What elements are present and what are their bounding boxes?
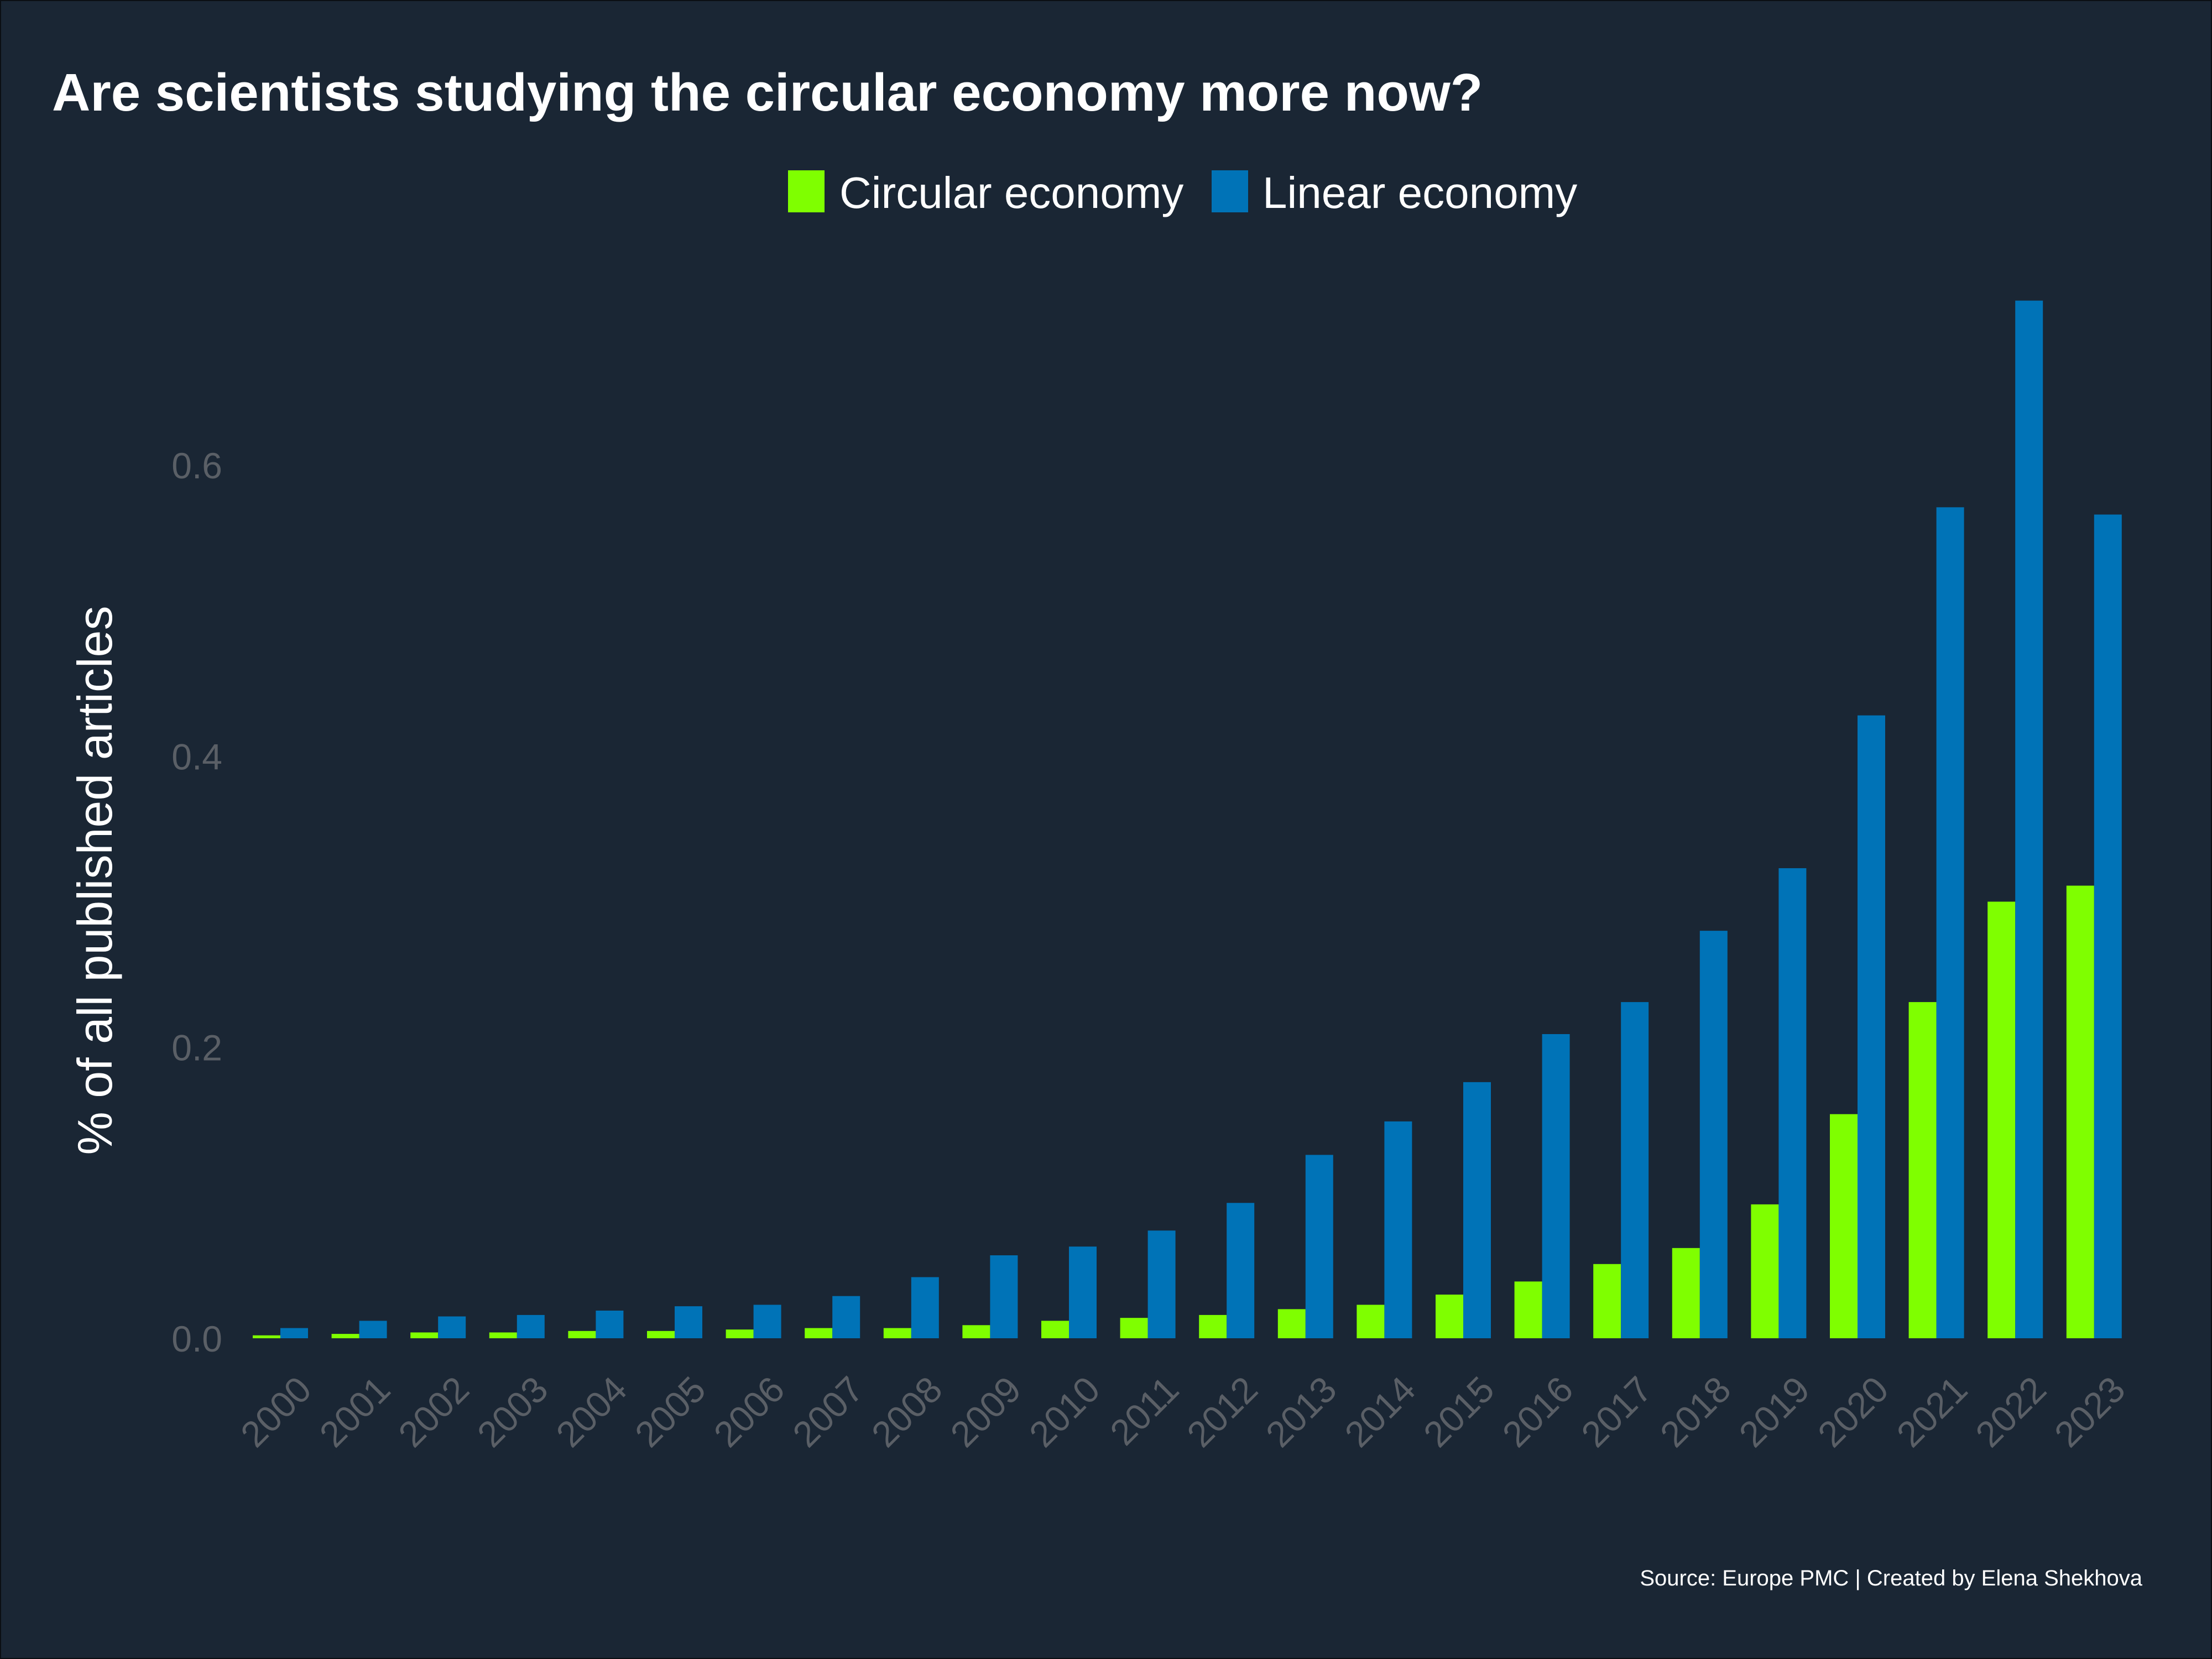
- x-tick-label: 2011: [1102, 1369, 1187, 1453]
- x-tick-label: 2009: [942, 1369, 1029, 1455]
- x-tick-label: 2004: [548, 1369, 634, 1455]
- bar-linear-economy-2015: [1463, 1082, 1491, 1338]
- bar-circular-economy-2019: [1751, 1204, 1779, 1338]
- bar-linear-economy-2016: [1542, 1034, 1570, 1338]
- y-axis-ticks: 0.0 0.2 0.4 0.6: [171, 445, 222, 1359]
- x-tick-label: 2002: [390, 1369, 477, 1455]
- bar-circular-economy-2007: [805, 1328, 833, 1338]
- bar-linear-economy-2018: [1699, 931, 1728, 1338]
- bar-circular-economy-2013: [1277, 1309, 1306, 1338]
- legend-label-circular-economy: Circular economy: [839, 168, 1183, 217]
- bar-circular-economy-2022: [1987, 901, 2016, 1338]
- bar-circular-economy-2006: [726, 1329, 754, 1338]
- x-tick-label: 2007: [785, 1369, 871, 1455]
- bar-linear-economy-2012: [1227, 1203, 1255, 1338]
- bar-linear-economy-2021: [1936, 507, 1964, 1338]
- bar-circular-economy-2000: [253, 1335, 280, 1338]
- bar-circular-economy-2004: [568, 1331, 596, 1338]
- bars: [253, 300, 2122, 1339]
- bar-linear-economy-2023: [2094, 514, 2122, 1338]
- x-tick-label: 2014: [1337, 1369, 1423, 1455]
- bar-linear-economy-2013: [1305, 1155, 1333, 1338]
- chart-title: Are scientists studying the circular eco…: [52, 63, 1483, 122]
- bar-circular-economy-2015: [1436, 1295, 1463, 1338]
- bar-circular-economy-2016: [1514, 1281, 1542, 1338]
- x-tick-label: 2021: [1888, 1369, 1975, 1455]
- bar-circular-economy-2008: [883, 1328, 911, 1338]
- bar-circular-economy-2017: [1593, 1264, 1621, 1338]
- y-tick-label: 0.0: [171, 1318, 222, 1359]
- bar-circular-economy-2023: [2066, 885, 2094, 1338]
- bar-linear-economy-2009: [990, 1255, 1018, 1338]
- x-tick-label: 2017: [1573, 1369, 1660, 1455]
- x-axis-ticks: 2000200120022003200420052006200720082009…: [233, 1369, 2133, 1455]
- x-tick-label: 2012: [1179, 1369, 1265, 1455]
- bar-circular-economy-2005: [647, 1331, 675, 1338]
- bar-linear-economy-2005: [675, 1306, 702, 1338]
- bar-linear-economy-2006: [753, 1305, 781, 1338]
- legend-swatch-linear-economy: [1212, 170, 1248, 212]
- bar-linear-economy-2008: [911, 1277, 939, 1338]
- x-tick-label: 2008: [864, 1369, 950, 1455]
- bar-circular-economy-2011: [1120, 1318, 1148, 1338]
- bar-circular-economy-2009: [962, 1325, 990, 1338]
- legend-label-linear-economy: Linear economy: [1262, 168, 1577, 217]
- y-axis-label: % of all published articles: [67, 606, 122, 1155]
- y-tick-label: 0.6: [171, 445, 222, 486]
- x-tick-label: 2022: [1968, 1369, 2054, 1455]
- bar-linear-economy-2004: [596, 1310, 624, 1338]
- bar-circular-economy-2018: [1672, 1248, 1700, 1338]
- x-tick-label: 2005: [627, 1369, 713, 1455]
- bar-linear-economy-2014: [1384, 1121, 1412, 1338]
- bar-circular-economy-2012: [1199, 1314, 1227, 1338]
- x-tick-label: 2016: [1494, 1369, 1580, 1455]
- bar-linear-economy-2010: [1069, 1246, 1097, 1338]
- bar-circular-economy-2010: [1041, 1321, 1069, 1338]
- x-tick-label: 2015: [1416, 1369, 1502, 1455]
- bar-linear-economy-2001: [359, 1321, 387, 1338]
- bar-linear-economy-2011: [1147, 1230, 1176, 1338]
- bar-linear-economy-2019: [1778, 868, 1807, 1338]
- x-tick-label: 2003: [469, 1369, 556, 1455]
- x-tick-label: 2000: [233, 1369, 319, 1455]
- bar-circular-economy-2021: [1908, 1002, 1937, 1338]
- bar-linear-economy-2020: [1858, 715, 1885, 1338]
- bar-linear-economy-2002: [438, 1316, 466, 1338]
- bar-circular-economy-2001: [331, 1334, 359, 1338]
- bar-circular-economy-2003: [489, 1332, 517, 1338]
- x-tick-label: 2023: [2047, 1369, 2133, 1455]
- x-tick-label: 2019: [1731, 1369, 1817, 1455]
- x-tick-label: 2020: [1810, 1369, 1896, 1455]
- y-tick-label: 0.4: [171, 736, 222, 777]
- x-tick-label: 2018: [1652, 1369, 1739, 1455]
- bar-linear-economy-2003: [517, 1314, 545, 1338]
- x-tick-label: 2013: [1258, 1369, 1344, 1455]
- bar-linear-economy-2000: [280, 1328, 308, 1338]
- bar-linear-economy-2017: [1621, 1002, 1649, 1338]
- bar-circular-economy-2002: [410, 1332, 439, 1338]
- bar-circular-economy-2014: [1357, 1305, 1385, 1338]
- x-tick-label: 2006: [706, 1369, 792, 1455]
- legend-swatch-circular-economy: [788, 170, 825, 212]
- bar-linear-economy-2022: [2015, 300, 2043, 1339]
- source-caption: Source: Europe PMC | Created by Elena Sh…: [1640, 1566, 2142, 1590]
- y-tick-label: 0.2: [171, 1027, 222, 1068]
- x-tick-label: 2010: [1021, 1369, 1108, 1455]
- bar-linear-economy-2007: [832, 1296, 860, 1338]
- legend: Circular economy Linear economy: [788, 168, 1577, 217]
- bar-circular-economy-2020: [1830, 1114, 1858, 1338]
- x-tick-label: 2001: [311, 1369, 398, 1455]
